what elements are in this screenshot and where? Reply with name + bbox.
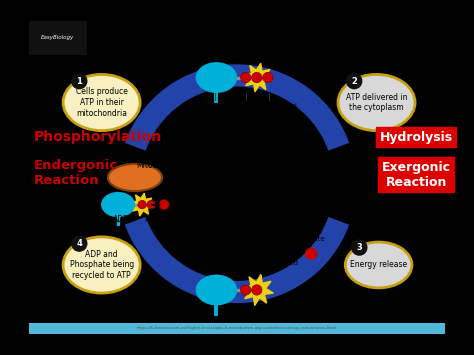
Circle shape xyxy=(252,72,262,83)
Polygon shape xyxy=(131,193,154,216)
Ellipse shape xyxy=(345,242,412,288)
Text: ADP: ADP xyxy=(216,308,258,326)
Text: Hydrolysis: Hydrolysis xyxy=(380,131,453,143)
Text: Energy release: Energy release xyxy=(350,261,407,269)
Ellipse shape xyxy=(63,237,140,293)
Ellipse shape xyxy=(196,274,237,305)
Text: Phosphate: Phosphate xyxy=(144,215,184,224)
Text: Energy trapped
in bonds: Energy trapped in bonds xyxy=(243,103,296,115)
Circle shape xyxy=(138,200,146,209)
Circle shape xyxy=(241,285,251,295)
Polygon shape xyxy=(244,63,272,92)
Text: Exergonic
Reaction: Exergonic Reaction xyxy=(382,160,451,189)
Text: Mitochondrion: Mitochondrion xyxy=(137,160,191,169)
Bar xyxy=(29,323,445,355)
Text: ATP delivered in
the cytoplasm: ATP delivered in the cytoplasm xyxy=(346,93,407,113)
Text: ADP and
Phosphate being
recycled to ATP: ADP and Phosphate being recycled to ATP xyxy=(70,250,134,280)
Circle shape xyxy=(241,72,251,83)
Text: ADP: ADP xyxy=(112,215,128,224)
Text: 3: 3 xyxy=(356,243,362,252)
Text: Energy
released: Energy released xyxy=(267,253,298,266)
Circle shape xyxy=(147,200,155,209)
Text: https://k-learnco.com.au/higher-level-topic-b-metabolism-atp-controlled-energy-c: https://k-learnco.com.au/higher-level-to… xyxy=(137,326,337,331)
Text: Released
Phosphate: Released Phosphate xyxy=(287,229,325,242)
FancyBboxPatch shape xyxy=(29,21,87,55)
Text: EasyBiology: EasyBiology xyxy=(41,36,74,40)
Ellipse shape xyxy=(101,192,135,217)
Text: +: + xyxy=(150,198,162,212)
Text: Cells produce
ATP in their
mitochondria: Cells produce ATP in their mitochondria xyxy=(76,87,128,118)
Text: Phosphate: Phosphate xyxy=(228,102,264,108)
Text: 1: 1 xyxy=(76,77,82,86)
Circle shape xyxy=(352,240,367,255)
Text: ATP-ADP
Energy Cycle: ATP-ADP Energy Cycle xyxy=(182,159,292,196)
Text: Adenosine: Adenosine xyxy=(197,102,234,108)
Text: Phosphorylation: Phosphorylation xyxy=(34,130,162,144)
Circle shape xyxy=(252,285,262,295)
Circle shape xyxy=(72,73,87,89)
Circle shape xyxy=(346,73,362,89)
Ellipse shape xyxy=(63,75,140,131)
Ellipse shape xyxy=(108,164,162,191)
Text: ATP: ATP xyxy=(218,37,256,55)
Text: 4: 4 xyxy=(76,239,82,248)
Text: Endergonic
Reaction: Endergonic Reaction xyxy=(34,159,118,187)
Text: 2: 2 xyxy=(351,77,357,86)
Ellipse shape xyxy=(196,62,237,93)
Circle shape xyxy=(263,72,273,83)
Polygon shape xyxy=(242,274,273,306)
Ellipse shape xyxy=(338,75,415,131)
Circle shape xyxy=(72,236,87,251)
Circle shape xyxy=(306,248,317,259)
Circle shape xyxy=(159,200,169,209)
